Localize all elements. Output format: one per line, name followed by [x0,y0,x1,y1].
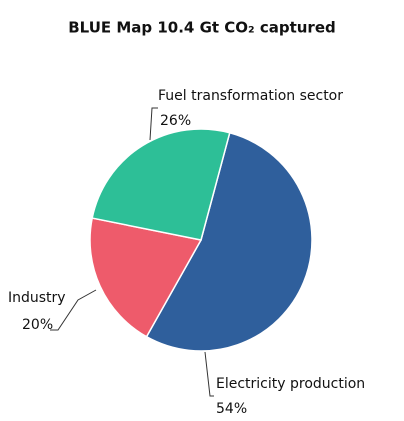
value-label: 26% [160,113,191,129]
slice-label: Industry [8,290,66,306]
slice-label: Fuel transformation sector [158,88,343,104]
leader-line [204,351,214,397]
value-label: 54% [216,401,247,417]
labels: Electricity production 54% Industry 20% Fuel… [8,88,365,417]
pie-slice [89,217,203,338]
pie [89,128,313,352]
leader-line [149,107,158,141]
pie-slice [145,131,313,352]
value-label: 20% [22,317,53,333]
pie-slice [91,128,231,241]
leader-line [50,289,97,331]
chart-title: BLUE Map 10.4 Gt CO₂ captured [68,19,336,37]
slice-label: Electricity production [216,376,365,392]
